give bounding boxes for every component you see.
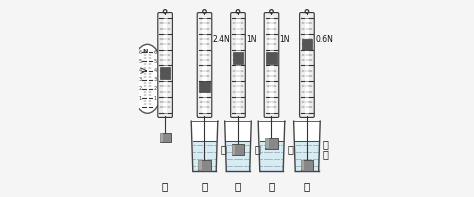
Bar	[163, 17, 167, 113]
Bar	[160, 133, 171, 142]
Text: 2.4N: 2.4N	[212, 35, 230, 44]
Text: 丁: 丁	[268, 181, 274, 191]
Text: 水: 水	[220, 144, 227, 154]
Bar	[202, 17, 207, 113]
Polygon shape	[226, 141, 250, 171]
Text: 3: 3	[138, 77, 141, 82]
Text: 0.6N: 0.6N	[315, 35, 333, 44]
Bar	[265, 138, 278, 149]
Polygon shape	[260, 141, 283, 171]
Text: 6: 6	[153, 50, 156, 55]
Text: 戊: 戊	[304, 181, 310, 191]
Bar	[232, 145, 235, 155]
Text: 2: 2	[153, 86, 156, 91]
Text: 乙: 乙	[201, 181, 208, 191]
Bar	[232, 144, 245, 155]
Text: 5: 5	[153, 59, 156, 64]
Text: 1N: 1N	[280, 35, 290, 44]
Bar	[160, 67, 170, 79]
Polygon shape	[258, 121, 285, 171]
Polygon shape	[295, 141, 319, 171]
Text: N: N	[143, 49, 148, 54]
Bar	[301, 160, 313, 171]
Bar	[302, 39, 312, 50]
Bar	[160, 133, 163, 142]
Bar	[269, 17, 274, 113]
Text: 甲: 甲	[162, 181, 168, 191]
Text: 1N: 1N	[246, 35, 256, 44]
FancyBboxPatch shape	[300, 13, 314, 117]
FancyBboxPatch shape	[158, 13, 173, 117]
Text: 1: 1	[138, 96, 141, 101]
Bar	[265, 138, 269, 149]
Text: 水: 水	[288, 144, 293, 154]
Text: 盐
水: 盐 水	[323, 139, 329, 160]
Bar	[199, 160, 202, 170]
Polygon shape	[191, 121, 218, 171]
Text: 6: 6	[138, 50, 141, 55]
Polygon shape	[225, 121, 251, 171]
Bar	[301, 160, 304, 170]
FancyBboxPatch shape	[231, 13, 245, 117]
Bar	[198, 160, 211, 171]
Text: 丙: 丙	[235, 181, 241, 191]
Bar	[233, 52, 243, 63]
FancyBboxPatch shape	[197, 13, 212, 117]
Text: 4: 4	[153, 68, 156, 73]
Bar	[266, 52, 277, 63]
Bar	[236, 17, 240, 113]
Bar	[200, 81, 210, 92]
Polygon shape	[293, 121, 320, 171]
Text: 2: 2	[138, 86, 141, 91]
Text: 水: 水	[254, 144, 260, 154]
Text: 1: 1	[153, 96, 156, 101]
Text: 5: 5	[138, 59, 141, 64]
Polygon shape	[193, 141, 216, 171]
FancyBboxPatch shape	[264, 13, 279, 117]
Text: 3: 3	[153, 77, 156, 82]
Text: 4: 4	[138, 68, 141, 73]
Bar	[305, 17, 309, 113]
Ellipse shape	[131, 44, 164, 113]
